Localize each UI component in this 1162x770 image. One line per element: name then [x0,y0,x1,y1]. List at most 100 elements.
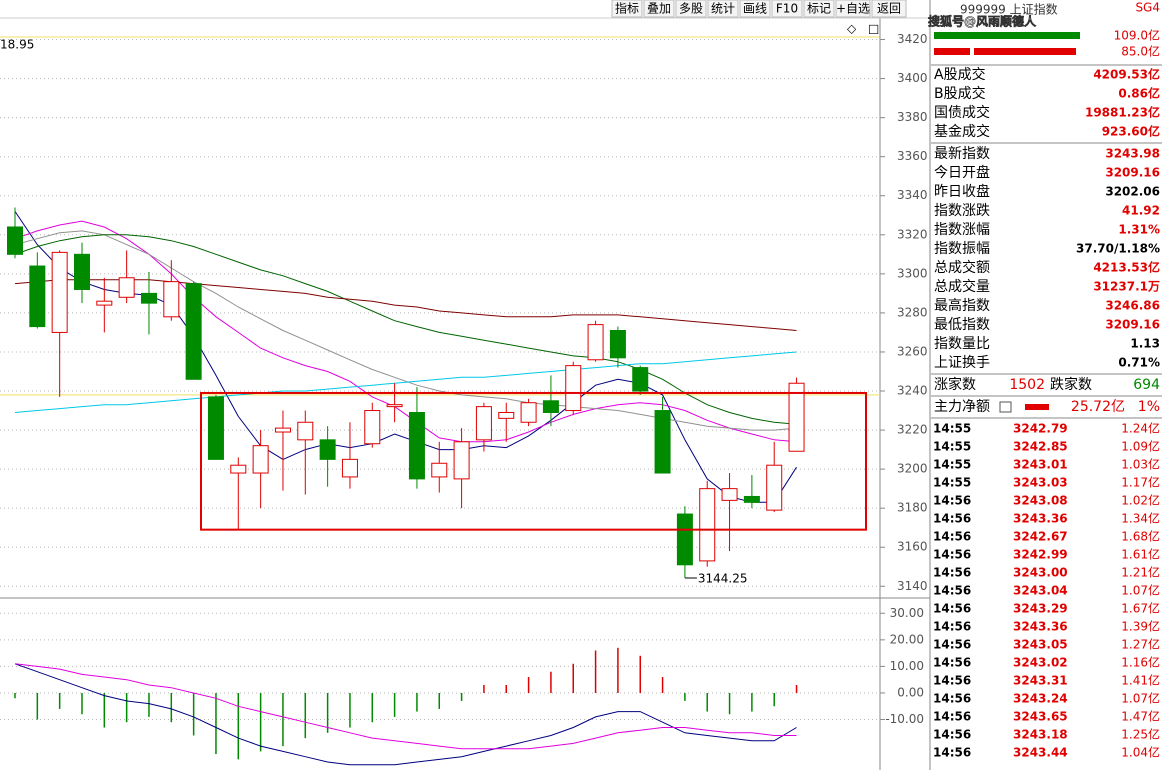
tick-time: 14:55 [933,422,971,436]
row-label: 最新指数 [934,146,990,162]
y-tick-label: 3220 [897,423,928,437]
row-value: 31237.1万 [1093,280,1160,294]
tick-price: 3243.18 [1013,728,1068,742]
row-value: 3209.16 [1105,318,1160,332]
moving-average [14,234,797,425]
tick-time: 14:56 [933,602,971,616]
toolbar-button[interactable] [611,0,643,18]
toolbar-label[interactable]: 统计 [711,2,735,16]
toolbar-button[interactable] [643,0,675,18]
y-tick-label: 3140 [897,579,928,593]
moving-average [14,211,797,503]
candle-body [520,402,537,423]
row-label: 总成交量 [934,278,990,295]
y-tick-label: 3300 [897,266,928,280]
tick-price: 3243.08 [1013,494,1068,508]
candle-body [207,396,224,460]
tick-amount: 1.07亿 [1121,583,1160,598]
toolbar-label[interactable]: 多股 [679,2,703,16]
icon: □ [868,22,879,36]
candle-body [297,421,314,441]
toolbar-label[interactable]: 返回 [877,2,901,16]
tick-amount: 1.47亿 [1121,709,1160,724]
y-tick-label: 3260 [897,344,928,358]
toolbar-button[interactable] [871,0,907,18]
toolbar-label[interactable]: 画线 [743,2,767,16]
tick-price: 3242.85 [1013,440,1068,454]
tick-price: 3243.44 [1013,746,1068,760]
tick-time: 14:55 [933,440,971,454]
tick-time: 14:56 [933,746,971,760]
tick-time: 14:56 [933,512,971,526]
toolbar-button[interactable] [803,0,835,18]
toolbar-label[interactable]: 叠加 [647,2,671,16]
tick-time: 14:55 [933,458,971,472]
tick-price: 3243.04 [1013,584,1068,598]
tick-time: 14:56 [933,530,971,544]
candle-body [587,324,604,361]
candle-body [408,411,425,480]
candle-body [386,404,403,408]
toolbar-button[interactable] [707,0,739,18]
candle-body [766,464,783,511]
toolbar-button[interactable] [739,0,771,18]
candle-body [743,495,760,503]
y-tick-label: 30.00 [890,606,924,620]
y-tick-label: -10.00 [885,712,924,726]
candle-body [721,488,738,501]
y-tick-label: 0.00 [897,685,924,699]
tag: SG4 [1135,1,1160,15]
moving-average [14,279,797,331]
candle-body [319,439,336,460]
tick-price: 3242.79 [1013,422,1068,436]
tick-amount: 1.39亿 [1121,619,1160,634]
candle-body [676,513,693,566]
annotation: 3144.25 [698,571,748,585]
tick-price: 3243.01 [1013,458,1068,472]
toolbar-label[interactable]: +自选 [836,2,870,16]
candle-body [163,281,180,318]
up-label: 涨家数 [934,376,976,393]
tick-time: 14:56 [933,728,971,742]
row-label: B股成交 [934,85,986,102]
tick-amount: 1.25亿 [1121,727,1160,742]
row-value: 3202.06 [1105,185,1160,199]
watermark: 搜狐号@风雨顺德人 [928,14,1037,29]
row-label: 最低指数 [934,317,990,333]
toolbar-label[interactable]: 指标 [615,1,639,16]
moving-average [14,230,797,431]
toolbar-label[interactable]: 标记 [807,2,831,16]
toolbar-button[interactable] [835,0,871,18]
row-label: 最高指数 [934,297,990,314]
candle-body [185,283,202,380]
moving-average [14,220,797,443]
candle-body [431,462,448,478]
flow-value: 25.72亿 [1071,399,1125,415]
corner-value: 18.95 [0,38,34,52]
tick-amount: 1.67亿 [1121,601,1160,616]
toolbar-button[interactable] [771,0,803,18]
tick-amount: 1.02亿 [1121,493,1160,508]
tick-amount: 1.21亿 [1121,565,1160,580]
row-label: 总成交额 [934,259,990,276]
row-label: 指数振幅 [934,241,990,257]
tick-time: 14:56 [933,656,971,670]
row-label: 指数量比 [934,336,990,352]
bar [934,32,1080,39]
tick-amount: 1.16亿 [1121,655,1160,670]
toolbar-label[interactable]: F10 [776,2,798,16]
bar [934,48,970,55]
tick-time: 14:56 [933,620,971,634]
y-tick-label: 3340 [897,188,928,202]
row-value: 0.86亿 [1118,86,1160,101]
toolbar-button[interactable] [675,0,707,18]
candle-body [699,488,716,562]
tick-price: 3242.67 [1013,530,1068,544]
row-value: 1.31% [1118,223,1160,237]
candle-body [7,226,23,255]
tick-amount: 1.27亿 [1121,637,1160,652]
tick-price: 3243.29 [1013,602,1068,616]
row-value: 4209.53亿 [1093,67,1160,82]
tick-price: 3243.65 [1013,710,1068,724]
y-tick-label: 20.00 [890,632,924,646]
